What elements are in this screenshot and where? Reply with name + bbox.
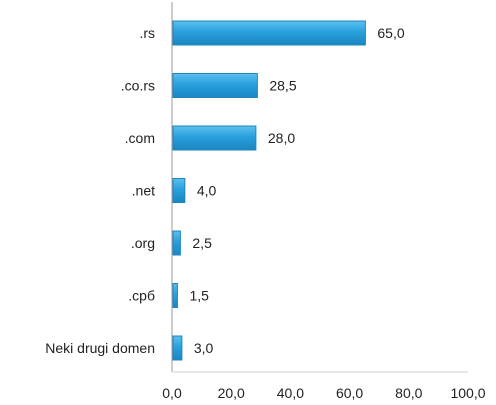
category-label-2: .com xyxy=(125,130,155,146)
category-labels: .rs .co.rs .com .net .org .срб Neki drugi dome… xyxy=(45,25,155,356)
bar-2 xyxy=(172,125,257,151)
category-label-6: Neki drugi domen xyxy=(45,340,155,356)
category-label-5: .срб xyxy=(128,288,155,304)
category-label-4: .org xyxy=(131,235,155,251)
x-tick-label-4: 80,0 xyxy=(395,385,422,401)
category-label-0: .rs xyxy=(139,25,155,41)
value-label-6: 3,0 xyxy=(194,340,214,356)
value-labels: 65,0 28,5 28,0 4,0 2,5 1,5 3,0 xyxy=(189,25,404,356)
value-label-4: 2,5 xyxy=(192,235,212,251)
bar-5 xyxy=(172,283,178,308)
bars xyxy=(172,20,366,361)
value-label-1: 28,5 xyxy=(269,78,296,94)
value-label-2: 28,0 xyxy=(268,130,295,146)
bar-0 xyxy=(172,20,366,46)
x-axis-tick-labels: 0,0 20,0 40,0 60,0 80,0 100,0 xyxy=(162,385,485,401)
x-tick-label-1: 20,0 xyxy=(218,385,245,401)
bar-1 xyxy=(172,73,258,98)
value-label-5: 1,5 xyxy=(189,288,209,304)
category-label-1: .co.rs xyxy=(121,78,155,94)
x-tick-label-0: 0,0 xyxy=(162,385,182,401)
x-tick-label-2: 40,0 xyxy=(277,385,304,401)
bar-4 xyxy=(172,230,181,256)
value-label-3: 4,0 xyxy=(197,183,217,199)
bar-6 xyxy=(172,335,183,361)
bar-3 xyxy=(172,178,186,203)
x-tick-label-3: 60,0 xyxy=(336,385,363,401)
x-tick-label-5: 100,0 xyxy=(450,385,485,401)
category-label-3: .net xyxy=(132,183,155,199)
value-label-0: 65,0 xyxy=(377,25,404,41)
